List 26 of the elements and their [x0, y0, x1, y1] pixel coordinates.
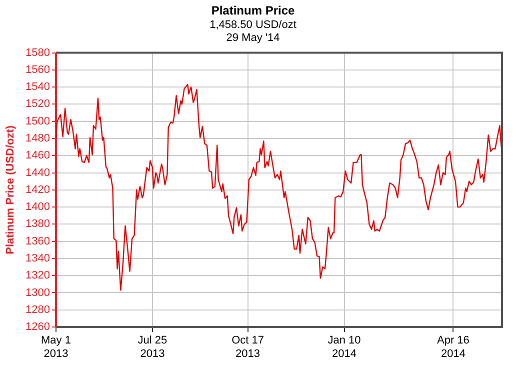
y-tick-label: 1580 [26, 46, 50, 59]
y-tick-label: 1400 [26, 201, 50, 214]
y-tick-label: 1520 [26, 98, 50, 110]
y-tick-label: 1340 [26, 252, 50, 264]
y-tick-label: 1480 [26, 132, 50, 145]
y-tick-label: 1300 [26, 286, 50, 299]
x-tick-label: Apr 16 2014 [436, 334, 470, 360]
x-tick-label: Oct 17 2013 [232, 334, 264, 360]
text: 29 May '14 [226, 32, 280, 44]
chart-title: Platinum Price [211, 4, 295, 18]
x-tick-label: May 1 2013 [41, 334, 71, 360]
y-tick-label: 1360 [26, 235, 50, 248]
y-tick-label: 1460 [26, 150, 50, 162]
y-tick-label: 1260 [26, 321, 50, 334]
x-tick-label: Jul 25 2013 [138, 334, 168, 360]
x-tick-label: Jan 10 2014 [328, 334, 361, 360]
y-tick-label: 1500 [26, 115, 50, 128]
y-tick-label: 1280 [26, 304, 50, 316]
y-tick-label: 1440 [26, 166, 50, 179]
y-tick-label: 1420 [26, 184, 50, 196]
y-tick-label: 1540 [26, 81, 50, 94]
chart-subtitle: 1,458.50 USD/ozt [210, 19, 296, 32]
y-tick-label: 1560 [26, 64, 50, 76]
y-tick-label: 1320 [26, 270, 50, 282]
y-tick-label: 1380 [26, 218, 50, 230]
y-axis-title: Platinum Price (USD/ozt) [4, 125, 17, 254]
